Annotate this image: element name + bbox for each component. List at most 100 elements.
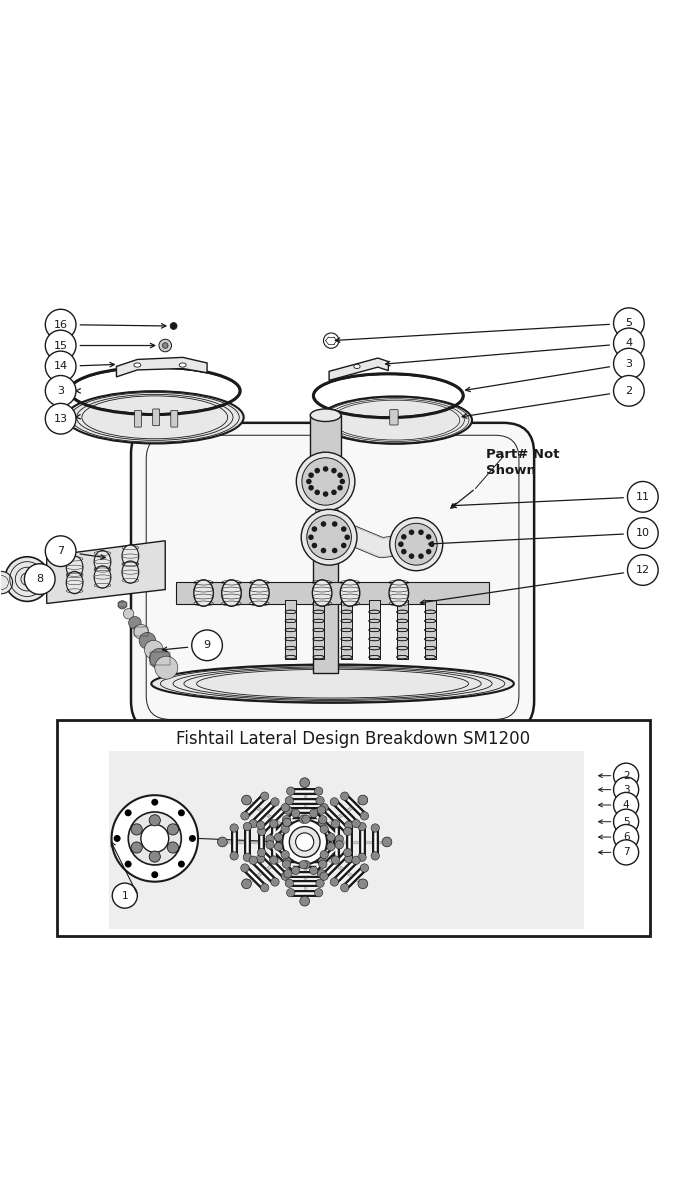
- Text: 3: 3: [57, 386, 64, 396]
- Circle shape: [283, 818, 291, 827]
- Bar: [341, 600, 352, 659]
- Ellipse shape: [389, 580, 409, 606]
- Circle shape: [46, 310, 76, 340]
- Circle shape: [283, 857, 291, 865]
- Circle shape: [270, 856, 278, 864]
- Text: 7: 7: [57, 546, 64, 556]
- Circle shape: [128, 812, 181, 865]
- Text: 2: 2: [625, 386, 633, 396]
- Circle shape: [282, 820, 327, 864]
- Circle shape: [332, 521, 337, 527]
- Bar: [176, 582, 489, 604]
- Circle shape: [189, 835, 196, 842]
- Circle shape: [270, 820, 278, 828]
- Circle shape: [291, 866, 300, 875]
- Circle shape: [318, 818, 326, 827]
- Ellipse shape: [122, 560, 139, 583]
- Bar: [109, 751, 584, 929]
- Circle shape: [344, 854, 353, 863]
- Circle shape: [144, 641, 163, 659]
- Circle shape: [150, 648, 171, 670]
- Circle shape: [274, 833, 283, 841]
- Circle shape: [337, 485, 343, 491]
- Circle shape: [230, 824, 238, 832]
- FancyBboxPatch shape: [390, 409, 398, 425]
- Ellipse shape: [340, 580, 360, 606]
- FancyBboxPatch shape: [131, 422, 534, 732]
- Circle shape: [344, 534, 350, 540]
- Circle shape: [352, 856, 361, 864]
- Circle shape: [218, 838, 228, 847]
- Ellipse shape: [250, 580, 269, 606]
- Circle shape: [118, 601, 127, 610]
- Ellipse shape: [94, 551, 111, 572]
- Ellipse shape: [222, 580, 242, 606]
- Circle shape: [426, 534, 431, 540]
- Circle shape: [335, 835, 344, 844]
- Circle shape: [5, 557, 50, 601]
- Circle shape: [258, 848, 266, 857]
- Ellipse shape: [151, 665, 514, 703]
- Circle shape: [149, 815, 160, 826]
- Circle shape: [241, 878, 251, 889]
- Circle shape: [249, 856, 258, 864]
- Circle shape: [139, 632, 156, 649]
- Circle shape: [318, 857, 326, 865]
- Circle shape: [314, 490, 320, 496]
- Text: 2: 2: [623, 770, 629, 781]
- Circle shape: [327, 842, 335, 851]
- Circle shape: [301, 509, 357, 565]
- Circle shape: [371, 852, 379, 860]
- Ellipse shape: [312, 580, 332, 606]
- Ellipse shape: [66, 391, 244, 444]
- Text: 1: 1: [122, 890, 128, 901]
- Circle shape: [330, 798, 339, 806]
- Circle shape: [613, 778, 638, 802]
- Circle shape: [281, 872, 290, 881]
- Circle shape: [281, 851, 289, 859]
- Circle shape: [318, 816, 327, 824]
- Circle shape: [286, 787, 295, 796]
- Ellipse shape: [310, 409, 341, 421]
- Circle shape: [266, 835, 274, 844]
- Circle shape: [241, 864, 249, 872]
- Circle shape: [285, 880, 293, 887]
- Circle shape: [243, 822, 251, 830]
- Circle shape: [352, 820, 361, 828]
- Bar: [397, 600, 408, 659]
- Ellipse shape: [134, 362, 141, 367]
- Circle shape: [260, 883, 269, 892]
- Circle shape: [178, 809, 185, 816]
- Text: 4: 4: [623, 800, 629, 810]
- Text: 8: 8: [36, 574, 43, 584]
- Bar: [310, 415, 341, 457]
- Circle shape: [285, 797, 293, 805]
- Text: 13: 13: [54, 414, 68, 424]
- Circle shape: [271, 798, 279, 806]
- Circle shape: [299, 815, 307, 823]
- Circle shape: [256, 854, 265, 863]
- Circle shape: [395, 523, 438, 565]
- Circle shape: [331, 856, 340, 864]
- Circle shape: [123, 608, 134, 619]
- Circle shape: [286, 888, 295, 896]
- Circle shape: [300, 896, 309, 906]
- Circle shape: [256, 821, 265, 829]
- Text: 12: 12: [636, 565, 650, 575]
- Circle shape: [323, 491, 328, 497]
- Text: 3: 3: [623, 785, 629, 794]
- Text: 15: 15: [54, 341, 68, 350]
- Circle shape: [271, 877, 279, 886]
- Circle shape: [113, 835, 120, 842]
- Circle shape: [340, 792, 349, 800]
- Circle shape: [613, 824, 638, 850]
- Text: 14: 14: [54, 361, 68, 372]
- Circle shape: [337, 473, 343, 478]
- Ellipse shape: [179, 362, 186, 367]
- Circle shape: [390, 517, 442, 571]
- Circle shape: [335, 841, 344, 850]
- Circle shape: [344, 848, 352, 857]
- Circle shape: [241, 796, 251, 805]
- Circle shape: [241, 811, 249, 820]
- Circle shape: [308, 485, 314, 491]
